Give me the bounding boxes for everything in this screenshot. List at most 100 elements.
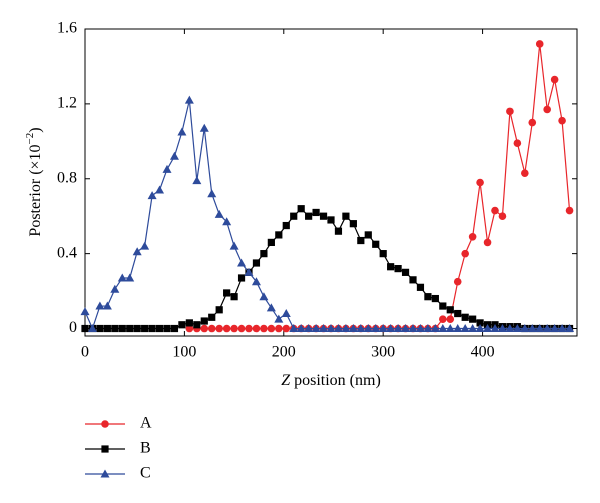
point bbox=[379, 250, 387, 258]
y-tick-label: 0.8 bbox=[57, 169, 77, 186]
point bbox=[460, 324, 470, 333]
point bbox=[230, 293, 238, 301]
point bbox=[304, 324, 314, 333]
point bbox=[147, 191, 157, 200]
point bbox=[297, 205, 305, 213]
point bbox=[222, 217, 232, 226]
point bbox=[333, 324, 343, 333]
point bbox=[424, 293, 432, 301]
point bbox=[177, 127, 187, 136]
point bbox=[207, 324, 216, 333]
point bbox=[192, 176, 202, 185]
y-tick-label: 0 bbox=[69, 319, 77, 336]
point bbox=[535, 40, 544, 48]
point bbox=[184, 95, 194, 104]
point bbox=[446, 306, 454, 314]
point bbox=[543, 105, 551, 114]
point bbox=[439, 315, 447, 323]
y-tick-label: 0.4 bbox=[57, 244, 77, 261]
point bbox=[132, 247, 142, 256]
y-tick-label: 1.6 bbox=[57, 20, 77, 37]
point bbox=[155, 324, 164, 333]
point bbox=[394, 265, 402, 273]
point bbox=[126, 324, 134, 333]
point bbox=[275, 231, 283, 239]
point bbox=[200, 324, 209, 333]
point bbox=[542, 324, 552, 333]
point bbox=[252, 324, 261, 333]
point bbox=[244, 267, 254, 276]
point bbox=[348, 324, 358, 333]
legend-marker bbox=[101, 420, 109, 428]
x-tick-label: 400 bbox=[471, 344, 495, 361]
point bbox=[245, 324, 253, 333]
point bbox=[528, 118, 537, 127]
point bbox=[169, 151, 179, 160]
point bbox=[199, 123, 209, 132]
point bbox=[237, 258, 247, 267]
point bbox=[267, 238, 275, 247]
point bbox=[319, 212, 328, 220]
plot-frame bbox=[84, 28, 578, 337]
point bbox=[207, 189, 217, 198]
legend-marker bbox=[100, 469, 110, 478]
point bbox=[535, 324, 545, 333]
point bbox=[222, 324, 231, 333]
point bbox=[133, 324, 141, 333]
point bbox=[251, 277, 261, 286]
point bbox=[162, 164, 172, 173]
point bbox=[282, 324, 291, 333]
x-tick-label: 100 bbox=[172, 344, 196, 361]
point bbox=[80, 307, 90, 316]
point bbox=[401, 324, 411, 333]
y-tick-label: 1.2 bbox=[57, 95, 77, 112]
point bbox=[357, 236, 365, 245]
point bbox=[386, 324, 396, 333]
x-label-italic: Z bbox=[281, 372, 291, 389]
point bbox=[215, 306, 223, 314]
point bbox=[163, 324, 171, 333]
point bbox=[461, 249, 469, 258]
point bbox=[185, 324, 194, 333]
point bbox=[200, 317, 208, 325]
point bbox=[326, 324, 336, 333]
y-label-sup: −2 bbox=[24, 133, 36, 145]
point bbox=[237, 324, 246, 333]
point bbox=[282, 221, 290, 230]
point bbox=[364, 231, 372, 239]
point bbox=[229, 241, 239, 250]
point bbox=[363, 324, 373, 333]
point bbox=[371, 324, 381, 333]
point bbox=[521, 169, 529, 177]
point bbox=[565, 324, 575, 333]
y-axis-label: Posterior (×10−2) bbox=[24, 127, 44, 236]
legend-label: A bbox=[140, 415, 152, 432]
point bbox=[356, 324, 366, 333]
point bbox=[393, 324, 403, 333]
point bbox=[431, 294, 439, 303]
point bbox=[476, 178, 484, 187]
point bbox=[170, 324, 179, 333]
point bbox=[102, 301, 112, 310]
point bbox=[259, 292, 269, 301]
point bbox=[327, 216, 335, 224]
series-line bbox=[85, 207, 570, 330]
legend-label: B bbox=[140, 440, 151, 457]
legend-label: C bbox=[140, 465, 151, 482]
point bbox=[490, 324, 500, 333]
point bbox=[252, 259, 261, 267]
point bbox=[498, 212, 507, 220]
point bbox=[312, 208, 320, 217]
point bbox=[454, 309, 462, 318]
point bbox=[453, 324, 463, 333]
x-tick-label: 0 bbox=[81, 344, 89, 361]
point bbox=[141, 324, 149, 333]
point bbox=[483, 324, 493, 333]
point bbox=[334, 227, 343, 235]
point bbox=[110, 284, 120, 293]
point bbox=[401, 268, 410, 276]
point bbox=[453, 277, 462, 286]
point bbox=[140, 241, 150, 250]
point bbox=[208, 313, 216, 321]
point bbox=[550, 75, 559, 84]
